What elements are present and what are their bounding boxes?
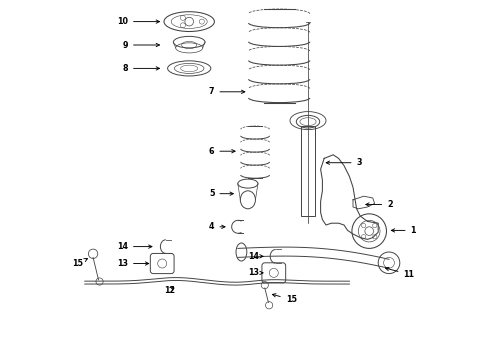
Text: 15: 15 — [272, 294, 296, 304]
Text: 6: 6 — [209, 147, 235, 156]
Text: 11: 11 — [386, 267, 415, 279]
Text: 1: 1 — [392, 226, 416, 235]
Text: 13: 13 — [117, 259, 148, 268]
Text: 12: 12 — [164, 286, 175, 295]
Text: 4: 4 — [209, 222, 225, 231]
Text: 3: 3 — [326, 158, 362, 167]
Text: 2: 2 — [366, 200, 393, 209]
Text: 5: 5 — [209, 189, 233, 198]
Text: 10: 10 — [117, 17, 160, 26]
Text: 13: 13 — [247, 269, 263, 277]
Bar — [301, 126, 315, 216]
Text: 7: 7 — [209, 87, 245, 96]
Text: 14: 14 — [247, 252, 263, 261]
Text: 15: 15 — [73, 258, 88, 268]
Text: 14: 14 — [117, 242, 152, 251]
Text: 9: 9 — [122, 40, 160, 49]
Text: 8: 8 — [122, 64, 160, 73]
